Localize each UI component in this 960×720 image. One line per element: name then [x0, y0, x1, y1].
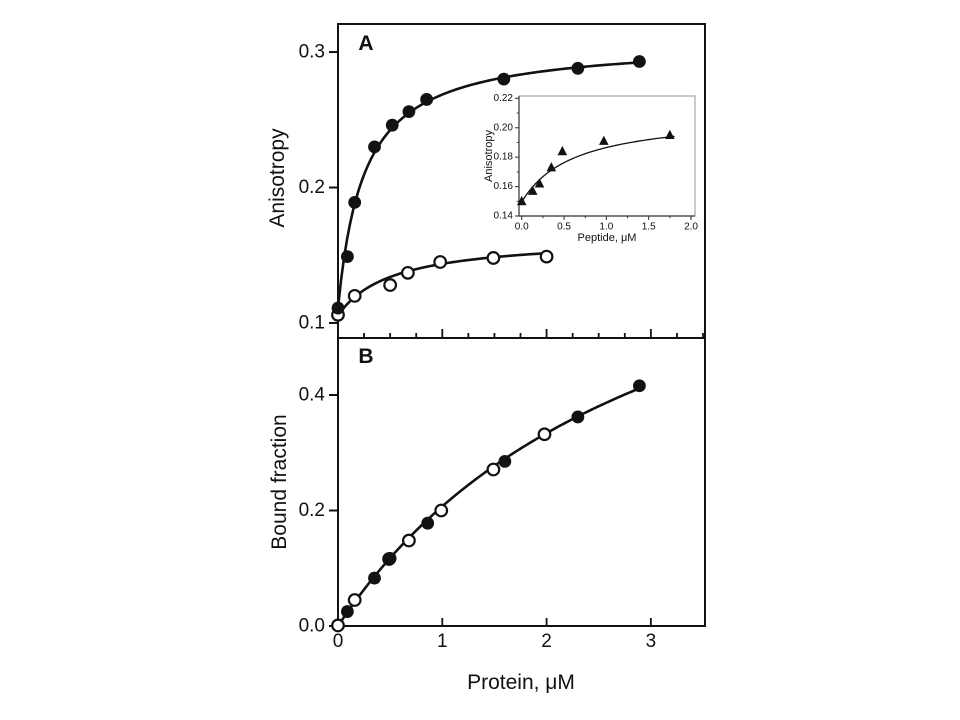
series-protein-filled-circles: [336, 61, 641, 310]
data-point-filled-circle: [420, 93, 434, 106]
data-point-filled-circle: [498, 455, 512, 468]
data-point-open-circle: [537, 427, 552, 442]
fit-curve-peptide-triangles: [521, 135, 675, 203]
data-point-open-circle: [331, 618, 345, 633]
panel-b-plot: 0.0 0.2 0.4 0 1 2 3: [299, 337, 706, 652]
inset-x-tick-label: 0.0: [515, 221, 529, 232]
data-point-filled-circle: [571, 410, 585, 424]
data-point-filled-triangle: [557, 145, 568, 156]
data-point-open-circle: [433, 255, 448, 269]
series-peptide-triangles: [516, 129, 675, 206]
data-point-open-circle: [434, 503, 449, 518]
data-point-filled-triangle: [599, 135, 609, 145]
data-point-filled-circle: [633, 379, 646, 393]
panel-a-letter: A: [358, 32, 374, 55]
data-point-filled-triangle: [534, 178, 545, 188]
data-point-open-circle: [539, 249, 554, 264]
panel-b-letter: B: [358, 345, 374, 368]
data-point-filled-circle: [340, 605, 354, 618]
inset-frame: [518, 95, 696, 217]
data-point-filled-triangle: [665, 129, 675, 140]
markers-protein-filled-circles: [331, 55, 646, 315]
panel-b-y-axis-title: Bound fraction: [268, 414, 291, 550]
data-point-filled-circle: [385, 118, 399, 132]
data-point-filled-circle: [383, 552, 397, 565]
panel-b-x-tick-label: 2: [541, 631, 552, 652]
panel-a-y-tick-label: 0.3: [299, 42, 325, 63]
data-point-open-circle: [486, 251, 501, 265]
panel-b-frame: [337, 337, 706, 627]
data-point-filled-triangle: [516, 195, 527, 206]
data-point-filled-circle: [368, 571, 381, 585]
data-point-filled-triangle: [546, 162, 557, 172]
panel-b-y-tick-label: 0.4: [299, 384, 326, 405]
inset-y-tick-label: 0.20: [494, 122, 514, 133]
panel-a-y-axis-title: Anisotropy: [266, 128, 289, 228]
inset-plot: 0.14 0.16 0.18 0.20 0.22 0.0 0.5 1.0 1.5 2.0: [494, 93, 699, 233]
inset-y-tick-label: 0.14: [494, 211, 514, 222]
data-point-filled-circle: [402, 105, 416, 119]
data-point-open-circle: [347, 593, 362, 607]
data-point-filled-circle: [633, 55, 646, 68]
inset-x-tick-label: 2.0: [684, 221, 698, 232]
data-point-filled-circle: [421, 516, 435, 530]
data-point-open-circle: [402, 533, 416, 548]
x-axis-title: Protein, μM: [467, 671, 575, 694]
panel-b-y-tick-label: 0.0: [299, 616, 325, 637]
data-point-open-circle: [383, 278, 398, 292]
markers-protein-open-circles: [331, 249, 554, 322]
data-point-filled-circle: [368, 140, 381, 154]
panel-b-x-tick-label: 1: [437, 631, 448, 652]
inset-y-axis-title: Anisotropy: [483, 130, 495, 182]
data-point-filled-circle: [571, 61, 585, 75]
data-point-open-circle: [347, 288, 362, 303]
data-point-filled-triangle: [527, 185, 538, 195]
inset-x-tick-label: 1.5: [642, 221, 656, 232]
data-point-filled-circle: [348, 196, 362, 209]
series-bound-filled-circles: [336, 387, 641, 628]
data-point-filled-circle: [331, 301, 345, 315]
panel-b-y-tick-label: 0.2: [299, 500, 325, 521]
inset-x-axis-title: Peptide, μM: [577, 232, 637, 244]
inset-y-tick-label: 0.22: [494, 93, 514, 104]
data-point-open-circle: [400, 265, 415, 280]
inset-x-tick-label: 1.0: [599, 221, 613, 232]
data-point-filled-circle: [340, 250, 354, 263]
data-point-open-circle: [486, 462, 501, 477]
inset-x-tick-label: 0.5: [557, 221, 571, 232]
panel-a-y-tick-label: 0.2: [299, 177, 325, 198]
fit-curve-bound-filled-circles: [336, 387, 641, 628]
panel-b-x-tick-label: 3: [646, 631, 657, 652]
inset-y-tick-label: 0.18: [494, 152, 514, 163]
fit-curve-protein-filled-circles: [336, 61, 641, 310]
data-point-filled-circle: [497, 72, 511, 86]
panel-a-y-tick-label: 0.1: [299, 312, 325, 333]
inset-y-tick-label: 0.16: [494, 181, 514, 192]
panel-b-x-tick-label: 0: [333, 631, 344, 652]
markers-bound-filled-circles: [340, 379, 646, 618]
markers-bound-open-circles: [331, 427, 552, 633]
